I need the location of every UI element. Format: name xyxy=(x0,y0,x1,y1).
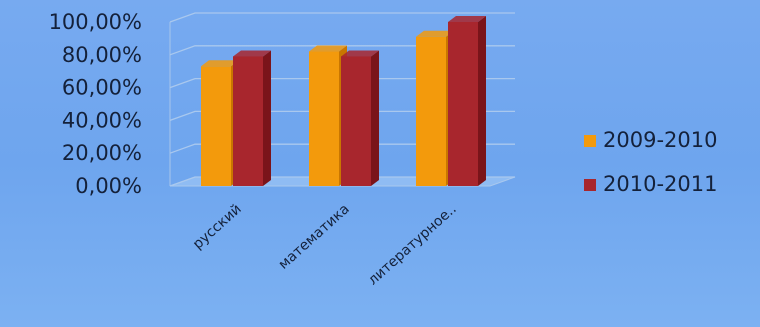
y-tick-label: 60,00% xyxy=(62,76,142,100)
bar xyxy=(309,51,339,186)
legend-label: 2010-2011 xyxy=(603,172,717,196)
gridline xyxy=(169,176,515,187)
gridline xyxy=(169,12,515,23)
legend-swatch xyxy=(584,135,596,147)
gridline xyxy=(169,110,515,122)
bar-side xyxy=(371,50,379,186)
bar-top xyxy=(233,50,271,57)
x-tick-label: литературное.. xyxy=(365,201,460,288)
bar-top xyxy=(448,16,486,22)
x-tick-label: математика xyxy=(276,201,353,273)
bar-top xyxy=(416,30,454,37)
bar xyxy=(448,22,478,186)
bar xyxy=(416,36,446,187)
legend-swatch xyxy=(584,179,596,191)
x-tick-label: русский xyxy=(190,201,245,253)
legend-label: 2009-2010 xyxy=(603,128,717,152)
bar xyxy=(201,66,231,186)
y-tick-label: 40,00% xyxy=(62,108,142,132)
bar-top xyxy=(341,50,379,57)
bar xyxy=(341,56,371,186)
gridline xyxy=(169,45,515,56)
y-tick-label: 0,00% xyxy=(75,174,142,198)
bar-side xyxy=(478,16,486,186)
bar-top xyxy=(309,45,347,52)
gridline xyxy=(169,143,515,154)
y-tick-label: 100,00% xyxy=(49,10,142,34)
gridline xyxy=(169,77,515,89)
y-tick-label: 20,00% xyxy=(62,141,142,165)
bar xyxy=(233,56,263,186)
y-tick-label: 80,00% xyxy=(62,43,142,67)
bar-top xyxy=(201,60,239,67)
bar-side xyxy=(263,50,271,186)
